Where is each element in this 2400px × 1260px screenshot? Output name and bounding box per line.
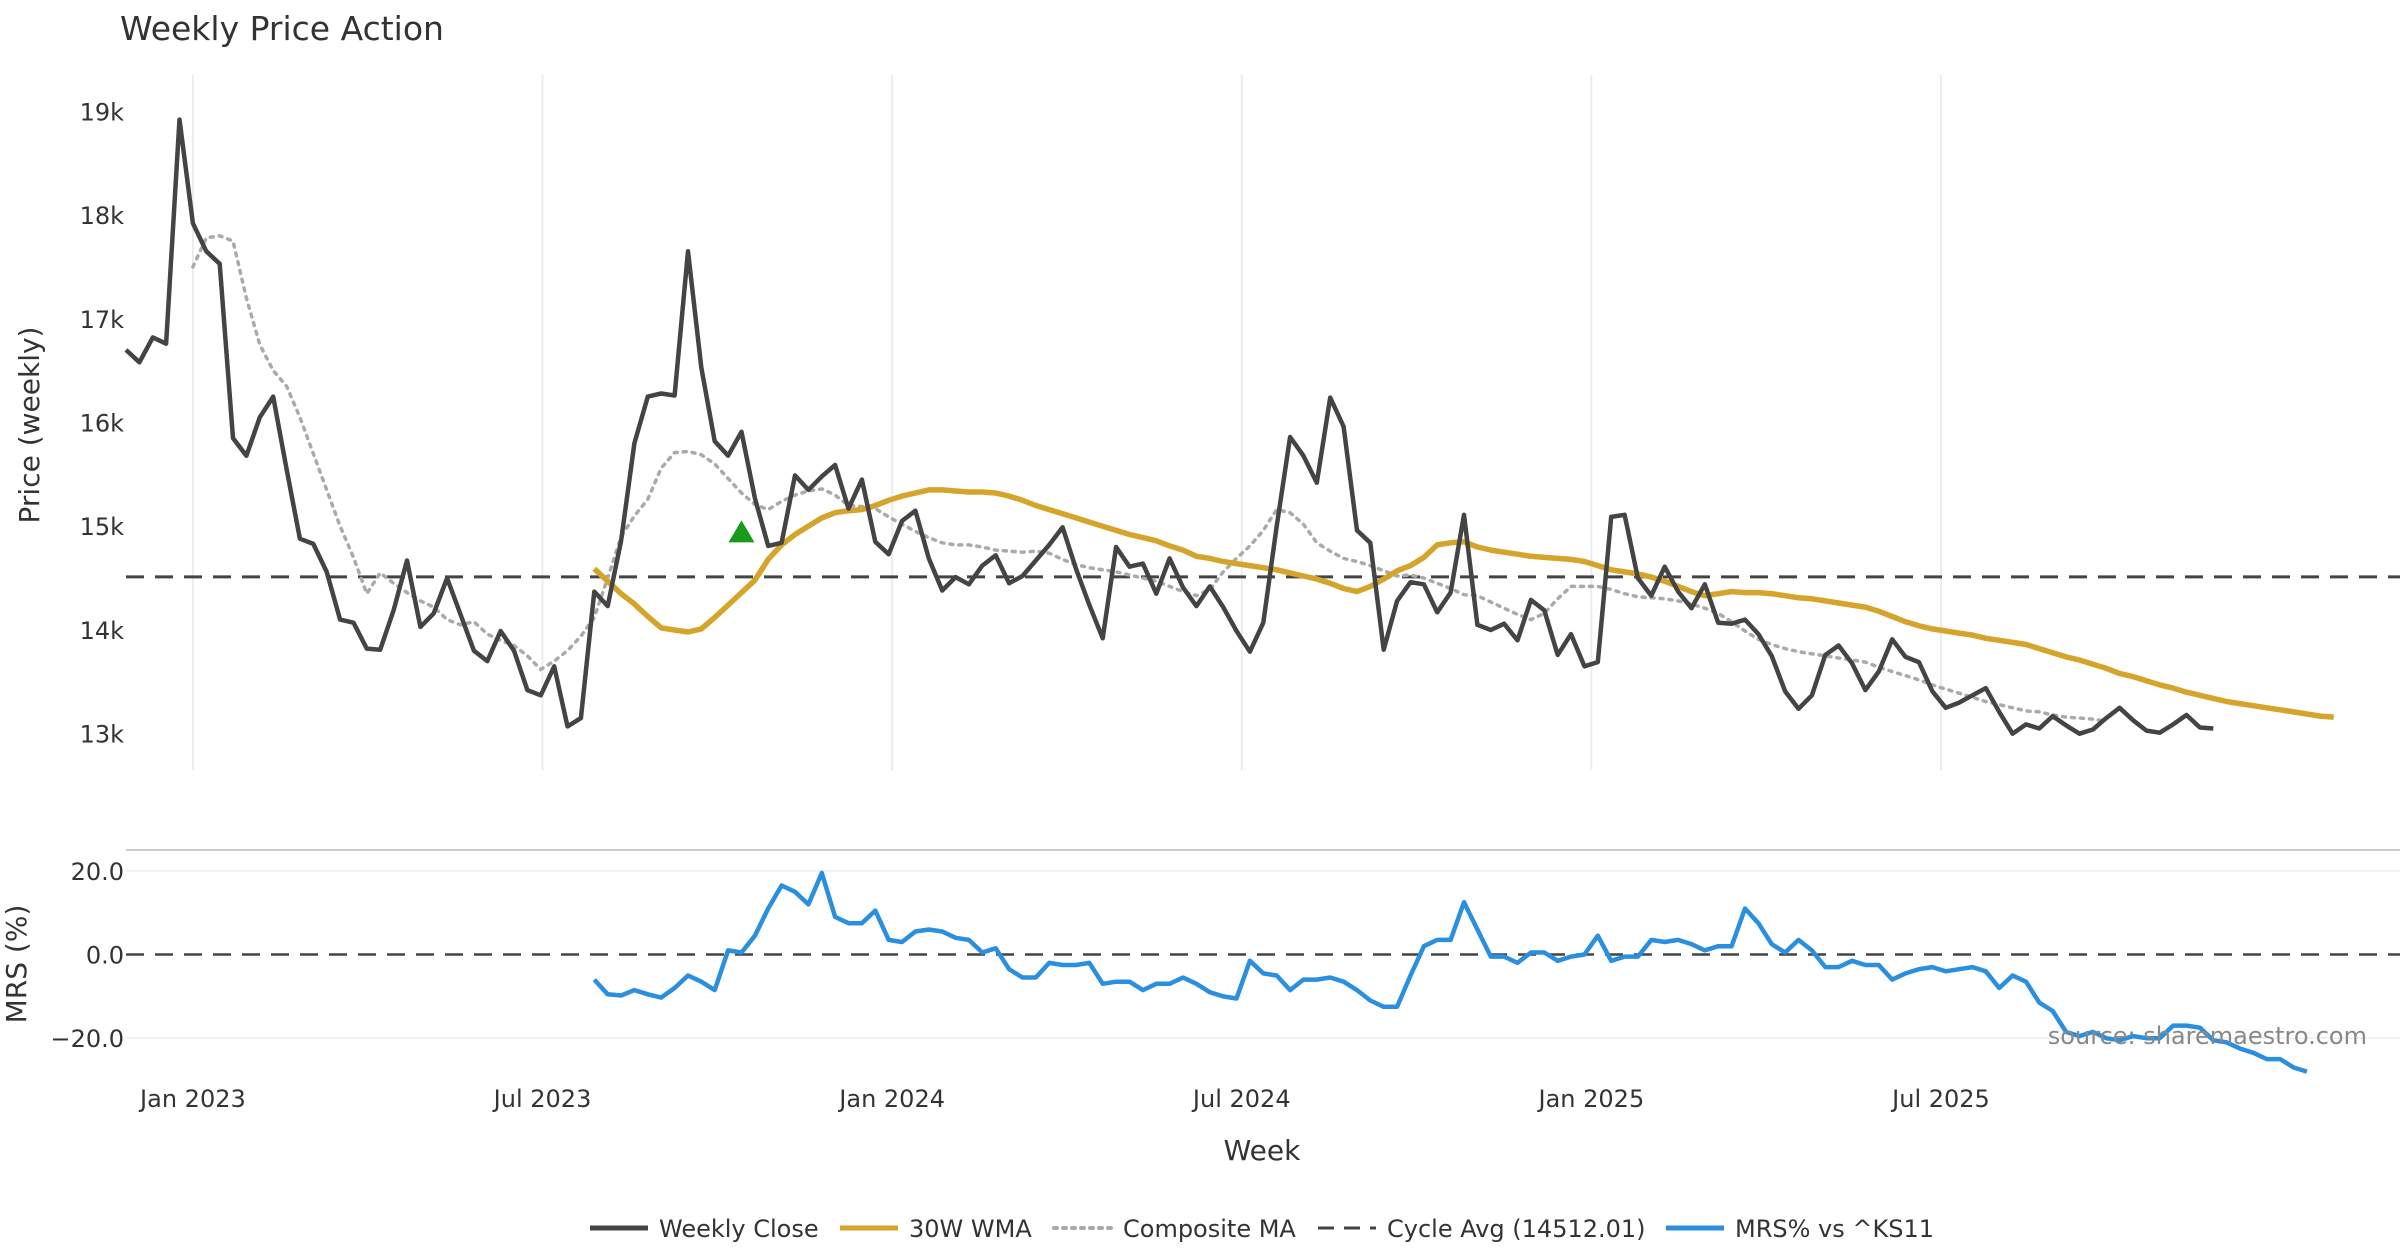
price-y-tick-label: 19k (80, 98, 125, 126)
mrs-y-tick-label: 20.0 (71, 858, 124, 886)
legend-label-mrs: MRS% vs ^KS11 (1735, 1215, 1934, 1243)
x-tick-label: Jan 2023 (138, 1085, 246, 1113)
price-y-tick-label: 14k (80, 617, 125, 645)
price-y-axis-label: Price (weekly) (13, 327, 46, 524)
mrs-y-tick-label: 0.0 (86, 942, 124, 970)
price-y-tick-label: 13k (80, 721, 125, 749)
price-y-tick-label: 17k (80, 306, 125, 334)
mrs-y-axis-label: MRS (%) (0, 905, 33, 1024)
x-tick-label: Jul 2024 (1191, 1085, 1291, 1113)
mrs-line (592, 870, 2308, 1074)
legend-label-30w-wma: 30W WMA (909, 1215, 1032, 1243)
price-y-tick-label: 15k (80, 513, 125, 541)
price-series (124, 117, 2400, 736)
price-y-axis: 13k 14k 15k 16k 17k 18k 19k (80, 98, 125, 748)
legend-label-weekly-close: Weekly Close (659, 1215, 819, 1243)
mrs-series (126, 870, 2400, 1074)
source-annotation: source: sharemaestro.com (2048, 1022, 2367, 1050)
x-tick-label: Jan 2025 (1537, 1085, 1645, 1113)
legend: Weekly Close 30W WMA Composite MA Cycle … (590, 1215, 1934, 1243)
price-y-tick-label: 16k (80, 410, 125, 438)
chart-title: Weekly Price Action (120, 9, 444, 48)
legend-label-cycle-avg: Cycle Avg (14512.01) (1387, 1215, 1646, 1243)
x-gridlines (191, 75, 1942, 770)
x-axis-label: Week (1224, 1134, 1301, 1167)
legend-label-composite-ma: Composite MA (1123, 1215, 1296, 1243)
price-y-tick-label: 18k (80, 202, 125, 230)
x-tick-label: Jan 2024 (837, 1085, 945, 1113)
x-tick-label: Jul 2023 (492, 1085, 592, 1113)
wma-30w-line (592, 487, 2334, 720)
weekly-close-line (124, 117, 2214, 736)
mrs-y-tick-label: −20.0 (50, 1025, 124, 1053)
x-tick-label: Jul 2025 (1890, 1085, 1990, 1113)
composite-ma-line (191, 233, 2108, 723)
signal-marker-triangle (728, 520, 755, 543)
mrs-y-axis: 20.0 0.0 −20.0 (50, 858, 2400, 1053)
x-axis-ticks: Jan 2023 Jul 2023 Jan 2024 Jul 2024 Jan 2025… (138, 1085, 1990, 1113)
